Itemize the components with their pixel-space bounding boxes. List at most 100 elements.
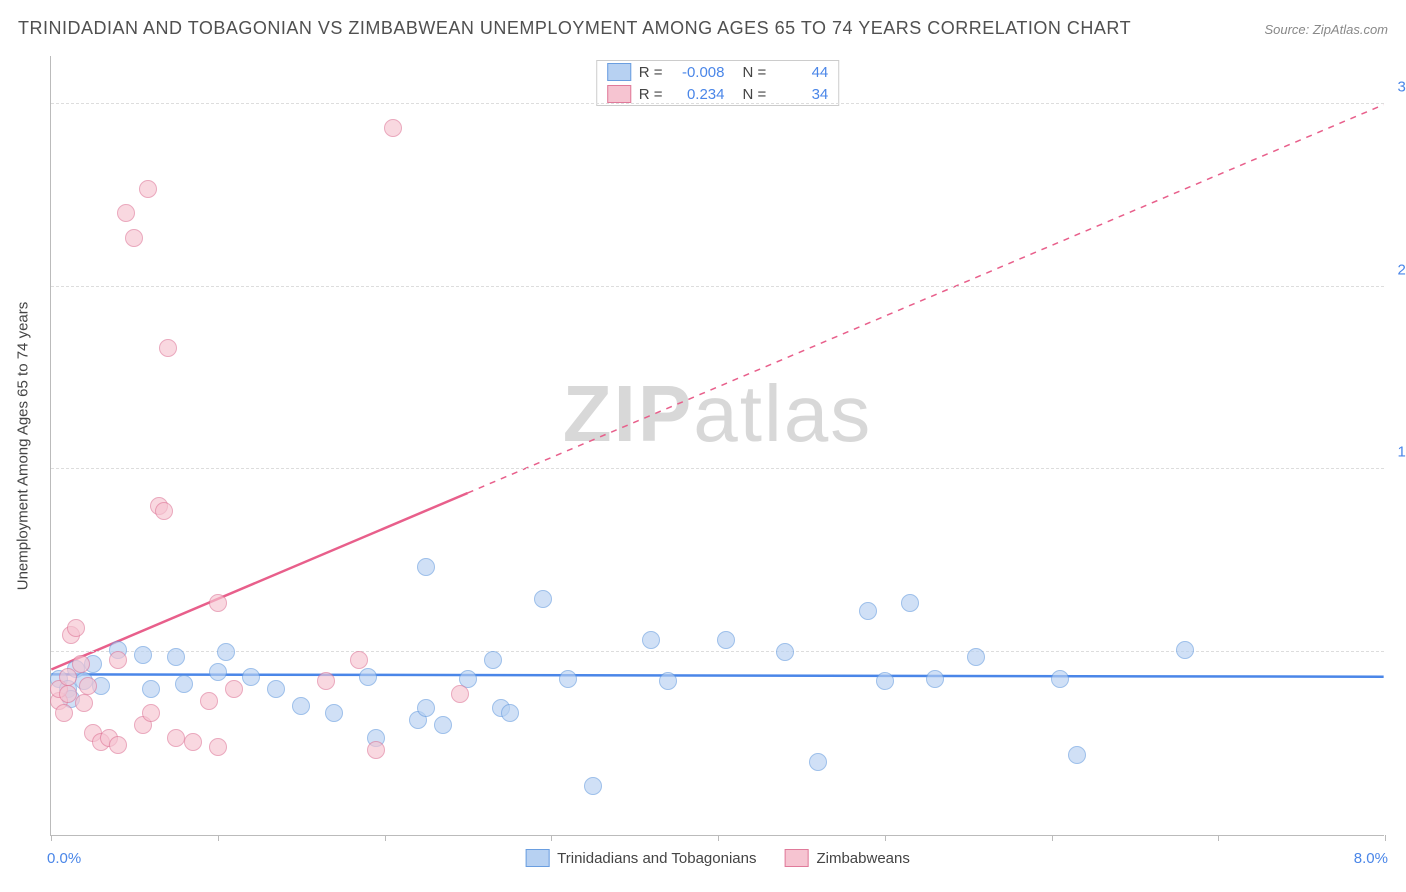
- data-point-zimbabweans: [384, 119, 402, 137]
- series-legend: Trinidadians and Tobagonians Zimbabweans: [525, 849, 910, 867]
- r-label: R =: [639, 64, 663, 81]
- chart-title: TRINIDADIAN AND TOBAGONIAN VS ZIMBABWEAN…: [18, 18, 1131, 39]
- n-label: N =: [743, 64, 767, 81]
- y-tick-label: 22.5%: [1390, 261, 1406, 278]
- data-point-zimbabweans: [59, 685, 77, 703]
- data-point-zimbabweans: [117, 204, 135, 222]
- data-point-trinidadians: [642, 631, 660, 649]
- data-point-zimbabweans: [317, 672, 335, 690]
- data-point-zimbabweans: [209, 594, 227, 612]
- data-point-zimbabweans: [209, 738, 227, 756]
- x-axis-label: 0.0%: [47, 850, 81, 867]
- legend-label: Zimbabweans: [816, 850, 909, 867]
- stats-legend: R =-0.008N =44R =0.234N =34: [596, 60, 840, 106]
- r-value: 0.234: [671, 86, 725, 103]
- data-point-trinidadians: [901, 594, 919, 612]
- data-point-trinidadians: [1068, 746, 1086, 764]
- data-point-trinidadians: [417, 699, 435, 717]
- gridline: [51, 286, 1384, 287]
- x-tick: [718, 835, 719, 841]
- watermark-bold: ZIP: [563, 369, 693, 458]
- x-tick: [1052, 835, 1053, 841]
- legend-swatch: [607, 85, 631, 103]
- data-point-trinidadians: [559, 670, 577, 688]
- data-point-trinidadians: [242, 668, 260, 686]
- data-point-trinidadians: [325, 704, 343, 722]
- data-point-zimbabweans: [350, 651, 368, 669]
- data-point-trinidadians: [167, 648, 185, 666]
- x-tick: [1385, 835, 1386, 841]
- data-point-trinidadians: [659, 672, 677, 690]
- legend-swatch: [607, 63, 631, 81]
- legend-item-trinidadians: Trinidadians and Tobagonians: [525, 849, 756, 867]
- data-point-zimbabweans: [159, 339, 177, 357]
- y-tick-label: 30.0%: [1390, 78, 1406, 95]
- data-point-trinidadians: [175, 675, 193, 693]
- trendlines-svg: [51, 56, 1384, 835]
- data-point-zimbabweans: [109, 736, 127, 754]
- y-tick-label: 7.5%: [1390, 627, 1406, 644]
- data-point-trinidadians: [484, 651, 502, 669]
- r-label: R =: [639, 86, 663, 103]
- gridline: [51, 468, 1384, 469]
- x-tick: [1218, 835, 1219, 841]
- x-tick: [51, 835, 52, 841]
- data-point-trinidadians: [809, 753, 827, 771]
- data-point-zimbabweans: [167, 729, 185, 747]
- data-point-trinidadians: [1176, 641, 1194, 659]
- data-point-zimbabweans: [142, 704, 160, 722]
- data-point-trinidadians: [134, 646, 152, 664]
- data-point-zimbabweans: [367, 741, 385, 759]
- data-point-zimbabweans: [155, 502, 173, 520]
- data-point-trinidadians: [967, 648, 985, 666]
- data-point-zimbabweans: [200, 692, 218, 710]
- data-point-trinidadians: [434, 716, 452, 734]
- data-point-trinidadians: [501, 704, 519, 722]
- data-point-trinidadians: [142, 680, 160, 698]
- data-point-zimbabweans: [72, 655, 90, 673]
- data-point-trinidadians: [267, 680, 285, 698]
- data-point-trinidadians: [209, 663, 227, 681]
- data-point-zimbabweans: [67, 619, 85, 637]
- data-point-trinidadians: [417, 558, 435, 576]
- legend-item-zimbabweans: Zimbabweans: [784, 849, 909, 867]
- x-tick: [885, 835, 886, 841]
- stats-legend-row: R = -0.008 N = 44: [597, 61, 839, 83]
- data-point-trinidadians: [292, 697, 310, 715]
- legend-label: Trinidadians and Tobagonians: [557, 850, 756, 867]
- data-point-zimbabweans: [184, 733, 202, 751]
- data-point-zimbabweans: [139, 180, 157, 198]
- watermark: ZIPatlas: [563, 368, 872, 460]
- legend-swatch: [525, 849, 549, 867]
- data-point-zimbabweans: [109, 651, 127, 669]
- stats-legend-row: R =0.234N =34: [597, 83, 839, 105]
- data-point-zimbabweans: [451, 685, 469, 703]
- gridline: [51, 103, 1384, 104]
- data-point-zimbabweans: [75, 694, 93, 712]
- data-point-trinidadians: [534, 590, 552, 608]
- x-tick: [385, 835, 386, 841]
- x-tick: [551, 835, 552, 841]
- data-point-zimbabweans: [79, 677, 97, 695]
- data-point-trinidadians: [1051, 670, 1069, 688]
- n-label: N =: [743, 86, 767, 103]
- y-tick-label: 15.0%: [1390, 444, 1406, 461]
- data-point-trinidadians: [926, 670, 944, 688]
- data-point-trinidadians: [859, 602, 877, 620]
- data-point-zimbabweans: [225, 680, 243, 698]
- data-point-zimbabweans: [125, 229, 143, 247]
- x-axis-label: 8.0%: [1354, 850, 1388, 867]
- legend-swatch: [784, 849, 808, 867]
- x-tick: [218, 835, 219, 841]
- data-point-trinidadians: [217, 643, 235, 661]
- y-axis-title: Unemployment Among Ages 65 to 74 years: [15, 301, 32, 590]
- data-point-trinidadians: [717, 631, 735, 649]
- r-value: -0.008: [671, 64, 725, 81]
- plot-area: ZIPatlas Unemployment Among Ages 65 to 7…: [50, 56, 1384, 836]
- n-value: 44: [774, 64, 828, 81]
- data-point-trinidadians: [876, 672, 894, 690]
- data-point-trinidadians: [359, 668, 377, 686]
- data-point-trinidadians: [776, 643, 794, 661]
- watermark-rest: atlas: [693, 369, 872, 458]
- source-attribution: Source: ZipAtlas.com: [1264, 22, 1388, 37]
